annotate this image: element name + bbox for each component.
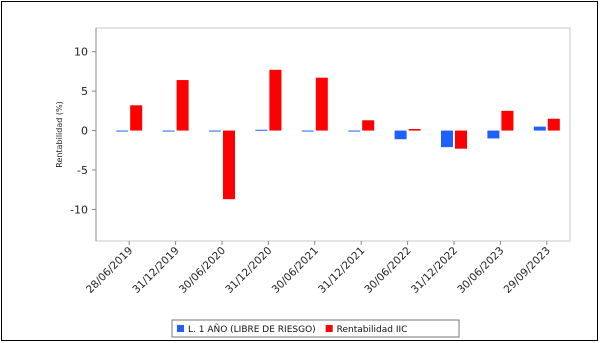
bar-iic-6: [408, 128, 421, 131]
bar-iic-8: [501, 110, 514, 131]
legend-label-0: L. 1 AÑO (LIBRE DE RIESGO): [188, 324, 316, 335]
bar-iic-1: [176, 80, 189, 131]
y-axis-label: Rentabilidad (%): [55, 101, 64, 167]
bar-risk-free-8: [487, 130, 500, 139]
legend-box: [171, 319, 460, 338]
chart-legend: L. 1 AÑO (LIBRE DE RIESGO) Rentabilidad I…: [171, 319, 460, 338]
bar-risk-free-6: [394, 130, 407, 140]
x-tick-label: 30/06/2020: [177, 245, 228, 296]
bar-iic-5: [362, 120, 375, 131]
y-tick-label: 0: [81, 125, 88, 138]
x-tick-label: 29/09/2023: [502, 245, 553, 296]
chart-axes: [92, 27, 571, 245]
legend-swatch-1: [325, 325, 333, 332]
x-tick-label: 31/12/2019: [130, 245, 181, 296]
bar-iic-9: [547, 118, 560, 131]
x-tick-label: 30/06/2021: [270, 245, 321, 296]
x-tick-label: 31/12/2021: [316, 245, 367, 296]
bar-iic-4: [315, 77, 328, 131]
y-tick-label: -10: [70, 203, 88, 216]
bar-risk-free-1: [162, 130, 175, 132]
bar-iic-2: [223, 130, 235, 200]
x-tick-label: 31/12/2022: [409, 245, 460, 296]
x-tick-label: 28/06/2019: [84, 245, 135, 296]
y-tick-label: 5: [81, 85, 88, 98]
x-tick-label: 30/06/2023: [455, 245, 506, 296]
bar-risk-free-3: [255, 129, 268, 131]
y-tick-label: -5: [77, 164, 88, 177]
chart-bars: [116, 69, 560, 200]
y-tick-label: 10: [74, 46, 88, 59]
bar-iic-7: [455, 130, 467, 149]
x-tick-label: 31/12/2020: [223, 245, 274, 296]
bar-iic-0: [130, 105, 143, 131]
bar-risk-free-2: [209, 130, 221, 132]
bar-risk-free-7: [441, 130, 453, 148]
bar-iic-3: [269, 69, 282, 131]
legend-swatch-0: [177, 325, 184, 332]
legend-label-1: Rentabilidad IIC: [337, 325, 408, 335]
bar-risk-free-5: [348, 130, 361, 132]
bar-risk-free-9: [533, 126, 546, 131]
bar-risk-free-0: [116, 130, 129, 132]
x-tick-label: 30/06/2022: [362, 245, 413, 296]
bar-risk-free-4: [301, 130, 314, 132]
